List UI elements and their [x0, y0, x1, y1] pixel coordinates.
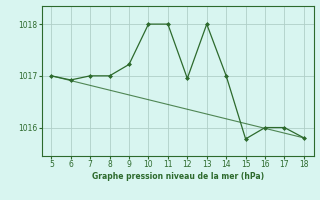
- X-axis label: Graphe pression niveau de la mer (hPa): Graphe pression niveau de la mer (hPa): [92, 172, 264, 181]
